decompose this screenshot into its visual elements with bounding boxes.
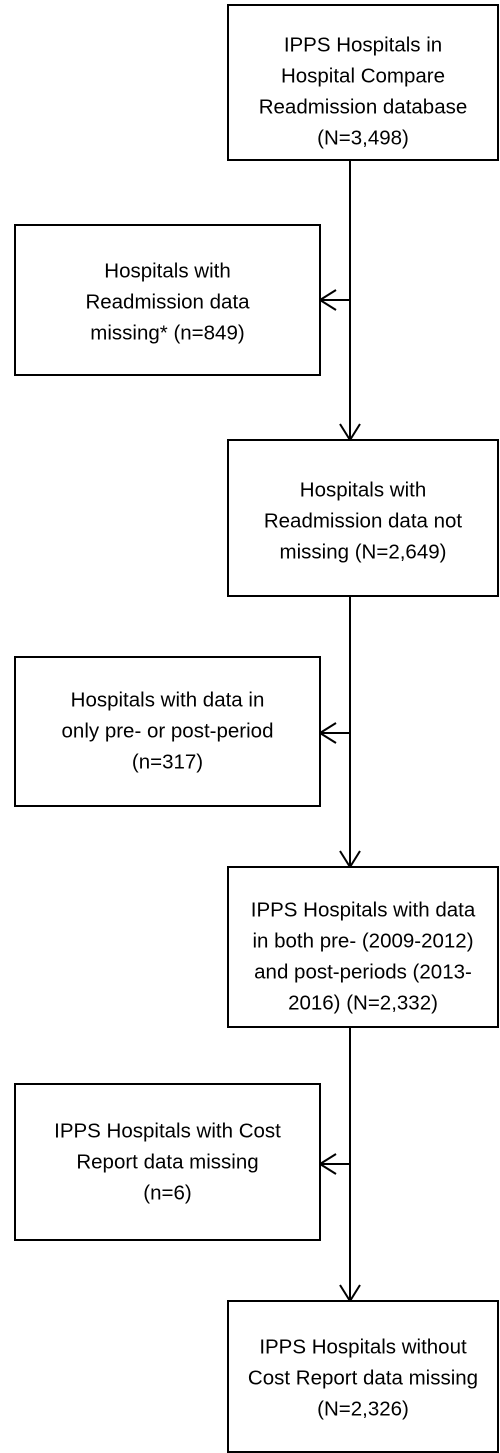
- box-label: Hospitals with data in: [71, 688, 265, 711]
- box: [227, 866, 499, 1028]
- box-label: Hospital Compare: [281, 64, 445, 87]
- box-label: 2016) (N=2,332): [288, 991, 438, 1014]
- box-label: missing* (n=849): [90, 321, 244, 344]
- box-label: Hospitals with: [104, 259, 230, 282]
- box-label: Hospitals with: [300, 478, 426, 501]
- box: [227, 439, 499, 597]
- box-label: in both pre- (2009-2012): [252, 929, 473, 952]
- boxes: IPPS Hospitals in Hospital Compare Readmis…: [14, 4, 499, 1453]
- box-label: (n=6): [143, 1181, 191, 1204]
- box-label: Readmission data not: [264, 509, 463, 532]
- box-label: missing (N=2,649): [280, 540, 447, 563]
- box-label: Cost Report data missing: [248, 1366, 478, 1389]
- box: [227, 1300, 499, 1453]
- box: [14, 224, 321, 376]
- box-label: (n=317): [132, 750, 203, 773]
- box-label: and post-periods (2013-: [254, 960, 472, 983]
- box-label: only pre- or post-period: [62, 719, 274, 742]
- box-label: (N=3,498): [317, 126, 409, 149]
- box-label: Report data missing: [76, 1150, 258, 1173]
- box-label: Readmission data: [85, 290, 250, 313]
- box: [14, 1083, 321, 1241]
- box-label: IPPS Hospitals with data: [251, 898, 476, 921]
- box-label: (N=2,326): [317, 1397, 409, 1420]
- box-label: IPPS Hospitals without: [259, 1335, 467, 1358]
- box-label: IPPS Hospitals in: [284, 33, 442, 56]
- box-label: IPPS Hospitals with Cost: [54, 1119, 281, 1142]
- box: [14, 656, 321, 807]
- box: [227, 4, 499, 161]
- box-label: Readmission database: [259, 95, 468, 118]
